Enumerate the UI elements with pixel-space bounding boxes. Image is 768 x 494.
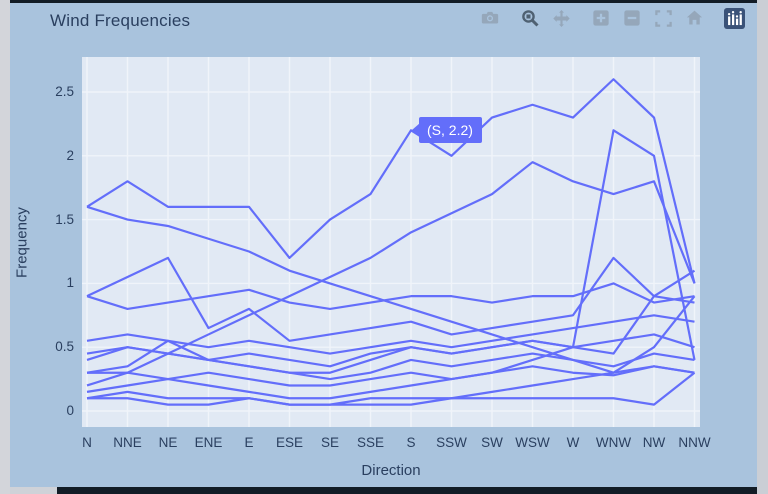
line-series-02[interactable] bbox=[86, 129, 696, 374]
line-series-10[interactable] bbox=[87, 365, 695, 387]
y-tick-label: 1.5 bbox=[55, 211, 74, 227]
pan-icon[interactable] bbox=[550, 7, 572, 29]
x-tick-label: NNW bbox=[678, 435, 711, 450]
bottom-window-strip bbox=[57, 487, 757, 494]
y-axis-title: Frequency bbox=[13, 207, 31, 278]
top-window-edge bbox=[10, 0, 757, 3]
x-tick-label: N bbox=[82, 435, 92, 450]
tooltip-text: (S, 2.2) bbox=[427, 122, 473, 139]
x-tick-label: ESE bbox=[275, 435, 303, 450]
y-tick-label: 1 bbox=[66, 275, 74, 291]
x-tick-label: SSW bbox=[436, 435, 467, 450]
y-tick-label: 0 bbox=[66, 403, 74, 418]
x-tick-label: SW bbox=[481, 435, 503, 450]
line-series-07[interactable] bbox=[86, 314, 695, 355]
left-window-edge bbox=[0, 0, 10, 494]
hover-tooltip: (S, 2.2) bbox=[412, 117, 482, 144]
zoom-icon[interactable] bbox=[519, 7, 541, 29]
x-tick-label: NNE bbox=[113, 435, 142, 450]
x-tick-label: WSW bbox=[515, 435, 550, 450]
plotly-figure: Wind Frequencies bbox=[10, 3, 757, 487]
line-series-06[interactable] bbox=[86, 282, 695, 311]
x-tick-label: SSE bbox=[356, 435, 384, 450]
y-tick-label: 0.5 bbox=[55, 339, 74, 355]
line-series-01[interactable] bbox=[86, 78, 696, 284]
x-tick-label: NE bbox=[158, 435, 178, 450]
line-chart bbox=[82, 57, 700, 427]
line-series-08[interactable] bbox=[86, 333, 695, 368]
x-tick-label: ENE bbox=[194, 435, 223, 450]
y-tick-label: 2.5 bbox=[55, 84, 74, 99]
chart-title: Wind Frequencies bbox=[50, 11, 191, 30]
zoom-out-icon[interactable] bbox=[621, 7, 643, 29]
y-tick-label: 2 bbox=[66, 147, 74, 163]
camera-icon[interactable] bbox=[479, 7, 501, 29]
home-icon[interactable] bbox=[683, 7, 705, 29]
x-axis-title: Direction bbox=[361, 462, 421, 479]
right-window-edge bbox=[757, 0, 768, 494]
line-series-04[interactable] bbox=[86, 205, 695, 374]
line-series-13[interactable] bbox=[87, 371, 696, 406]
x-tick-label: NW bbox=[642, 435, 666, 450]
x-tick-label: WNW bbox=[595, 435, 632, 450]
autoscale-icon[interactable] bbox=[652, 7, 674, 29]
x-tick-label: E bbox=[244, 435, 254, 450]
line-series-05[interactable] bbox=[86, 256, 695, 342]
line-series-12[interactable] bbox=[86, 295, 696, 406]
plot-area[interactable] bbox=[82, 57, 700, 427]
line-series-11[interactable] bbox=[86, 269, 696, 400]
line-series-09[interactable] bbox=[86, 339, 695, 381]
x-tick-label: W bbox=[566, 435, 580, 450]
x-tick-label: S bbox=[406, 435, 416, 450]
zoom-in-icon[interactable] bbox=[590, 7, 612, 29]
plotly-modebar bbox=[470, 7, 745, 29]
plotly-logo-icon[interactable] bbox=[723, 7, 745, 29]
x-tick-label: SE bbox=[320, 435, 339, 450]
tooltip-arrow bbox=[412, 123, 420, 138]
